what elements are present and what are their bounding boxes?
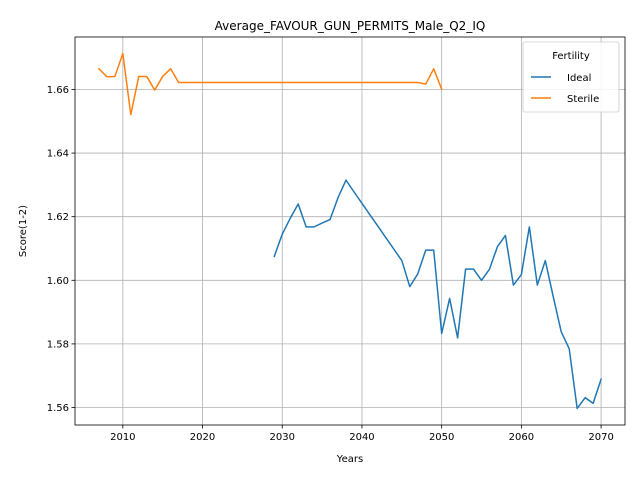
y-tick-label: 1.64 <box>47 149 69 160</box>
legend-label-sterile: Sterile <box>567 94 599 105</box>
series-line-ideal <box>273 179 603 410</box>
legend-title: Fertility <box>552 51 590 62</box>
axis-ticks: 2010 2020 2030 2040 2050 2060 2070 1.56 1.58 1.60… <box>47 85 614 443</box>
legend-box <box>522 41 620 113</box>
legend: Fertility Ideal Sterile <box>522 41 620 113</box>
grid <box>75 37 625 425</box>
chart-title: Average_FAVOUR_GUN_PERMITS_Male_Q2_IQ <box>215 19 486 33</box>
x-tick-label: 2050 <box>429 432 454 443</box>
x-axis-label: Years <box>336 454 363 465</box>
legend-label-ideal: Ideal <box>567 73 591 84</box>
x-tick-label: 2040 <box>349 432 374 443</box>
y-tick-label: 1.60 <box>47 276 69 287</box>
y-tick-label: 1.66 <box>47 85 69 96</box>
x-tick-label: 2030 <box>270 432 295 443</box>
x-tick-label: 2070 <box>588 432 613 443</box>
y-axis-label: Score(1-2) <box>18 205 29 257</box>
x-tick-label: 2020 <box>190 432 215 443</box>
series-lines <box>97 52 603 410</box>
plot-frame <box>74 36 626 426</box>
y-tick-label: 1.62 <box>47 212 69 223</box>
x-tick-label: 2060 <box>509 432 534 443</box>
y-tick-label: 1.58 <box>47 339 69 350</box>
y-tick-label: 1.56 <box>47 403 69 414</box>
x-tick-label: 2010 <box>110 432 135 443</box>
series-line-sterile <box>97 52 443 116</box>
